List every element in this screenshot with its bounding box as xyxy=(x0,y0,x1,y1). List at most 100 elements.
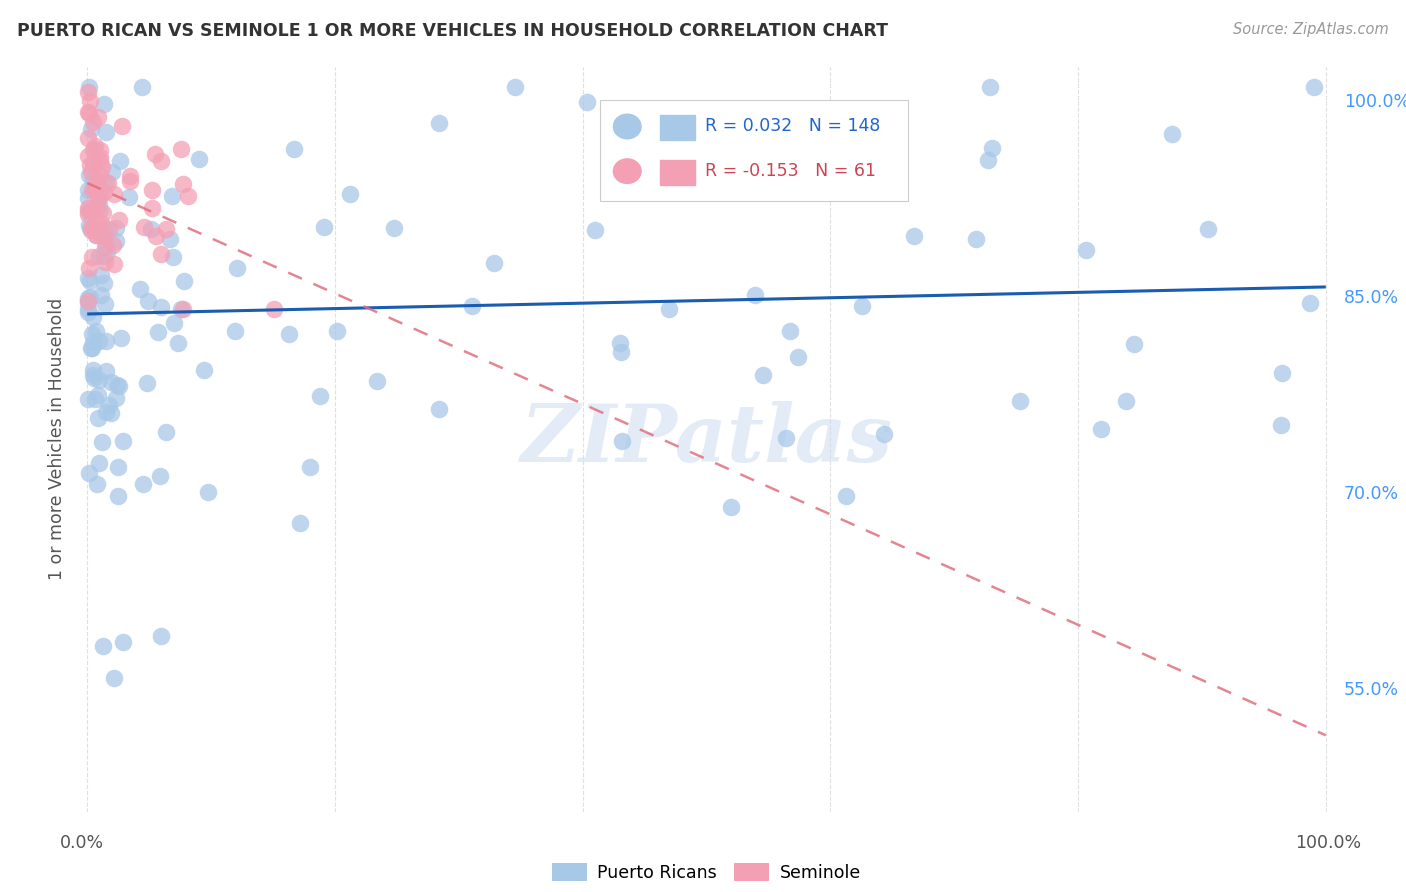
Point xyxy=(129,282,152,296)
Point xyxy=(77,201,100,215)
Point xyxy=(1270,418,1292,433)
Point xyxy=(278,327,301,342)
Point xyxy=(96,334,118,348)
Point xyxy=(1271,366,1294,380)
Point xyxy=(86,182,108,196)
Point xyxy=(87,388,110,402)
Point xyxy=(91,205,114,219)
Point xyxy=(139,221,162,235)
Point xyxy=(107,489,129,503)
Point xyxy=(87,186,110,201)
Point xyxy=(903,228,925,243)
Point xyxy=(89,203,111,218)
Point xyxy=(146,325,169,339)
Point xyxy=(965,232,987,246)
Point xyxy=(136,376,159,390)
Point xyxy=(382,221,405,235)
Point xyxy=(90,287,112,301)
Point xyxy=(104,220,127,235)
Point xyxy=(160,188,183,202)
Point xyxy=(170,143,193,157)
Point xyxy=(149,300,172,314)
Point xyxy=(87,217,110,231)
Point xyxy=(609,345,631,359)
Point xyxy=(111,434,134,448)
Point xyxy=(80,342,103,356)
Point xyxy=(112,634,135,648)
Point xyxy=(150,247,173,261)
Point xyxy=(77,467,100,481)
Point xyxy=(94,240,117,254)
Legend: Puerto Ricans, Seminole: Puerto Ricans, Seminole xyxy=(546,856,868,888)
Point xyxy=(1115,393,1137,408)
Point xyxy=(141,202,163,216)
Text: ZIPatlas: ZIPatlas xyxy=(520,401,893,478)
Point xyxy=(155,425,177,439)
Point xyxy=(132,477,155,491)
Point xyxy=(326,324,349,338)
Point xyxy=(101,238,124,252)
Point xyxy=(609,336,631,351)
Point xyxy=(226,260,249,275)
Point xyxy=(720,500,742,515)
Point xyxy=(172,301,194,316)
Point xyxy=(94,405,117,419)
Point xyxy=(77,207,100,221)
Point xyxy=(98,222,121,236)
Point xyxy=(93,249,115,263)
Point xyxy=(82,341,104,355)
Point xyxy=(103,257,125,271)
Point xyxy=(1008,393,1031,408)
Point xyxy=(167,335,190,350)
Point xyxy=(163,316,186,330)
Point xyxy=(108,212,131,227)
Point xyxy=(111,119,134,133)
Point xyxy=(94,228,117,243)
Point xyxy=(100,406,122,420)
Point xyxy=(79,164,101,178)
Point xyxy=(427,116,450,130)
Point xyxy=(752,368,775,382)
Point xyxy=(610,434,633,448)
Point xyxy=(100,376,122,390)
Point xyxy=(143,147,166,161)
Point xyxy=(977,153,1000,167)
Point xyxy=(159,232,181,246)
Text: PUERTO RICAN VS SEMINOLE 1 OR MORE VEHICLES IN HOUSEHOLD CORRELATION CHART: PUERTO RICAN VS SEMINOLE 1 OR MORE VEHIC… xyxy=(17,22,887,40)
Point xyxy=(576,95,599,110)
Point xyxy=(82,368,104,382)
Point xyxy=(89,373,111,387)
Point xyxy=(90,229,112,244)
Point xyxy=(1090,421,1112,435)
Point xyxy=(83,371,105,385)
Point xyxy=(98,398,121,412)
Point xyxy=(82,143,104,157)
Point xyxy=(263,301,285,316)
Point xyxy=(851,299,873,313)
Point xyxy=(155,222,177,236)
Point xyxy=(77,293,100,308)
Point xyxy=(83,142,105,156)
Point xyxy=(1298,296,1320,310)
Point xyxy=(1303,79,1326,94)
Point xyxy=(197,484,219,499)
Point xyxy=(96,125,118,139)
Point xyxy=(84,227,107,242)
Point xyxy=(873,426,896,441)
Point xyxy=(93,221,115,235)
Point xyxy=(89,191,111,205)
Point xyxy=(86,476,108,491)
Point xyxy=(979,79,1001,94)
Point xyxy=(86,227,108,242)
Point xyxy=(1074,243,1097,257)
Point xyxy=(77,104,100,119)
Point xyxy=(105,391,128,405)
Point xyxy=(482,256,505,270)
Point xyxy=(118,190,141,204)
Point xyxy=(103,671,125,685)
Point xyxy=(1160,127,1182,141)
Point xyxy=(100,164,122,178)
Point xyxy=(107,459,129,474)
Point xyxy=(90,268,112,283)
Point xyxy=(108,153,131,168)
